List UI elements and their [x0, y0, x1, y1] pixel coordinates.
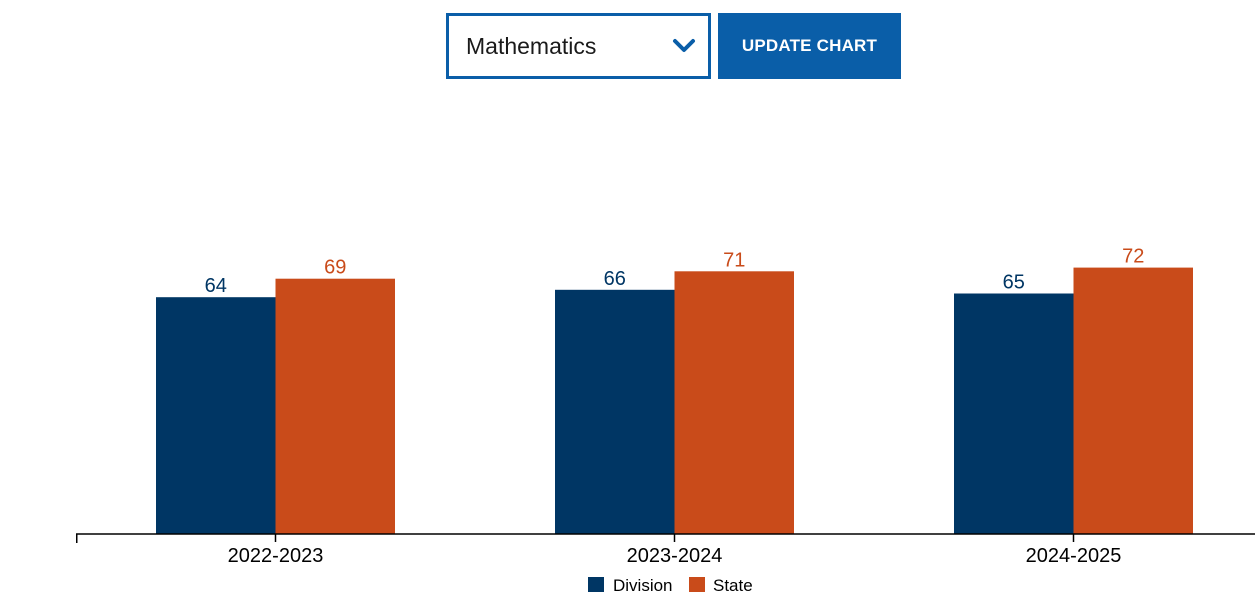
x-tick-label-2022-2023: 2022-2023 — [228, 545, 324, 567]
bar-state-2023-2024 — [674, 271, 794, 534]
subject-select[interactable]: Mathematics — [446, 13, 711, 79]
data-label-state-2024-2025: 72 — [1122, 246, 1144, 268]
x-axis-ticks-group: 2022-2023 2023-2024 2024-2025 — [228, 534, 1122, 567]
data-label-division-2022-2023: 64 — [205, 275, 227, 297]
bar-division-2022-2023 — [156, 297, 276, 534]
chart-controls: Mathematics UPDATE CHART — [446, 13, 901, 79]
bar-division-2024-2025 — [954, 293, 1074, 534]
chevron-down-icon — [670, 32, 698, 60]
legend-label-division: Division — [613, 576, 673, 595]
data-label-division-2023-2024: 66 — [604, 268, 626, 290]
bars-group — [156, 267, 1193, 534]
legend-swatch-division — [588, 577, 604, 592]
legend-swatch-state — [689, 577, 705, 592]
legend: Division State — [588, 576, 753, 595]
bar-state-2024-2025 — [1073, 267, 1193, 534]
data-labels-group: 64 69 66 71 65 72 — [205, 246, 1145, 298]
data-label-division-2024-2025: 65 — [1003, 272, 1025, 294]
x-tick-label-2023-2024: 2023-2024 — [627, 545, 723, 567]
data-label-state-2023-2024: 71 — [723, 249, 745, 271]
subject-select-value: Mathematics — [466, 32, 597, 59]
update-chart-button[interactable]: UPDATE CHART — [718, 13, 901, 79]
bar-state-2022-2023 — [275, 278, 395, 534]
x-tick-label-2024-2025: 2024-2025 — [1026, 545, 1122, 567]
bar-division-2023-2024 — [555, 289, 675, 534]
data-label-state-2022-2023: 69 — [324, 257, 346, 279]
legend-label-state: State — [713, 576, 753, 595]
